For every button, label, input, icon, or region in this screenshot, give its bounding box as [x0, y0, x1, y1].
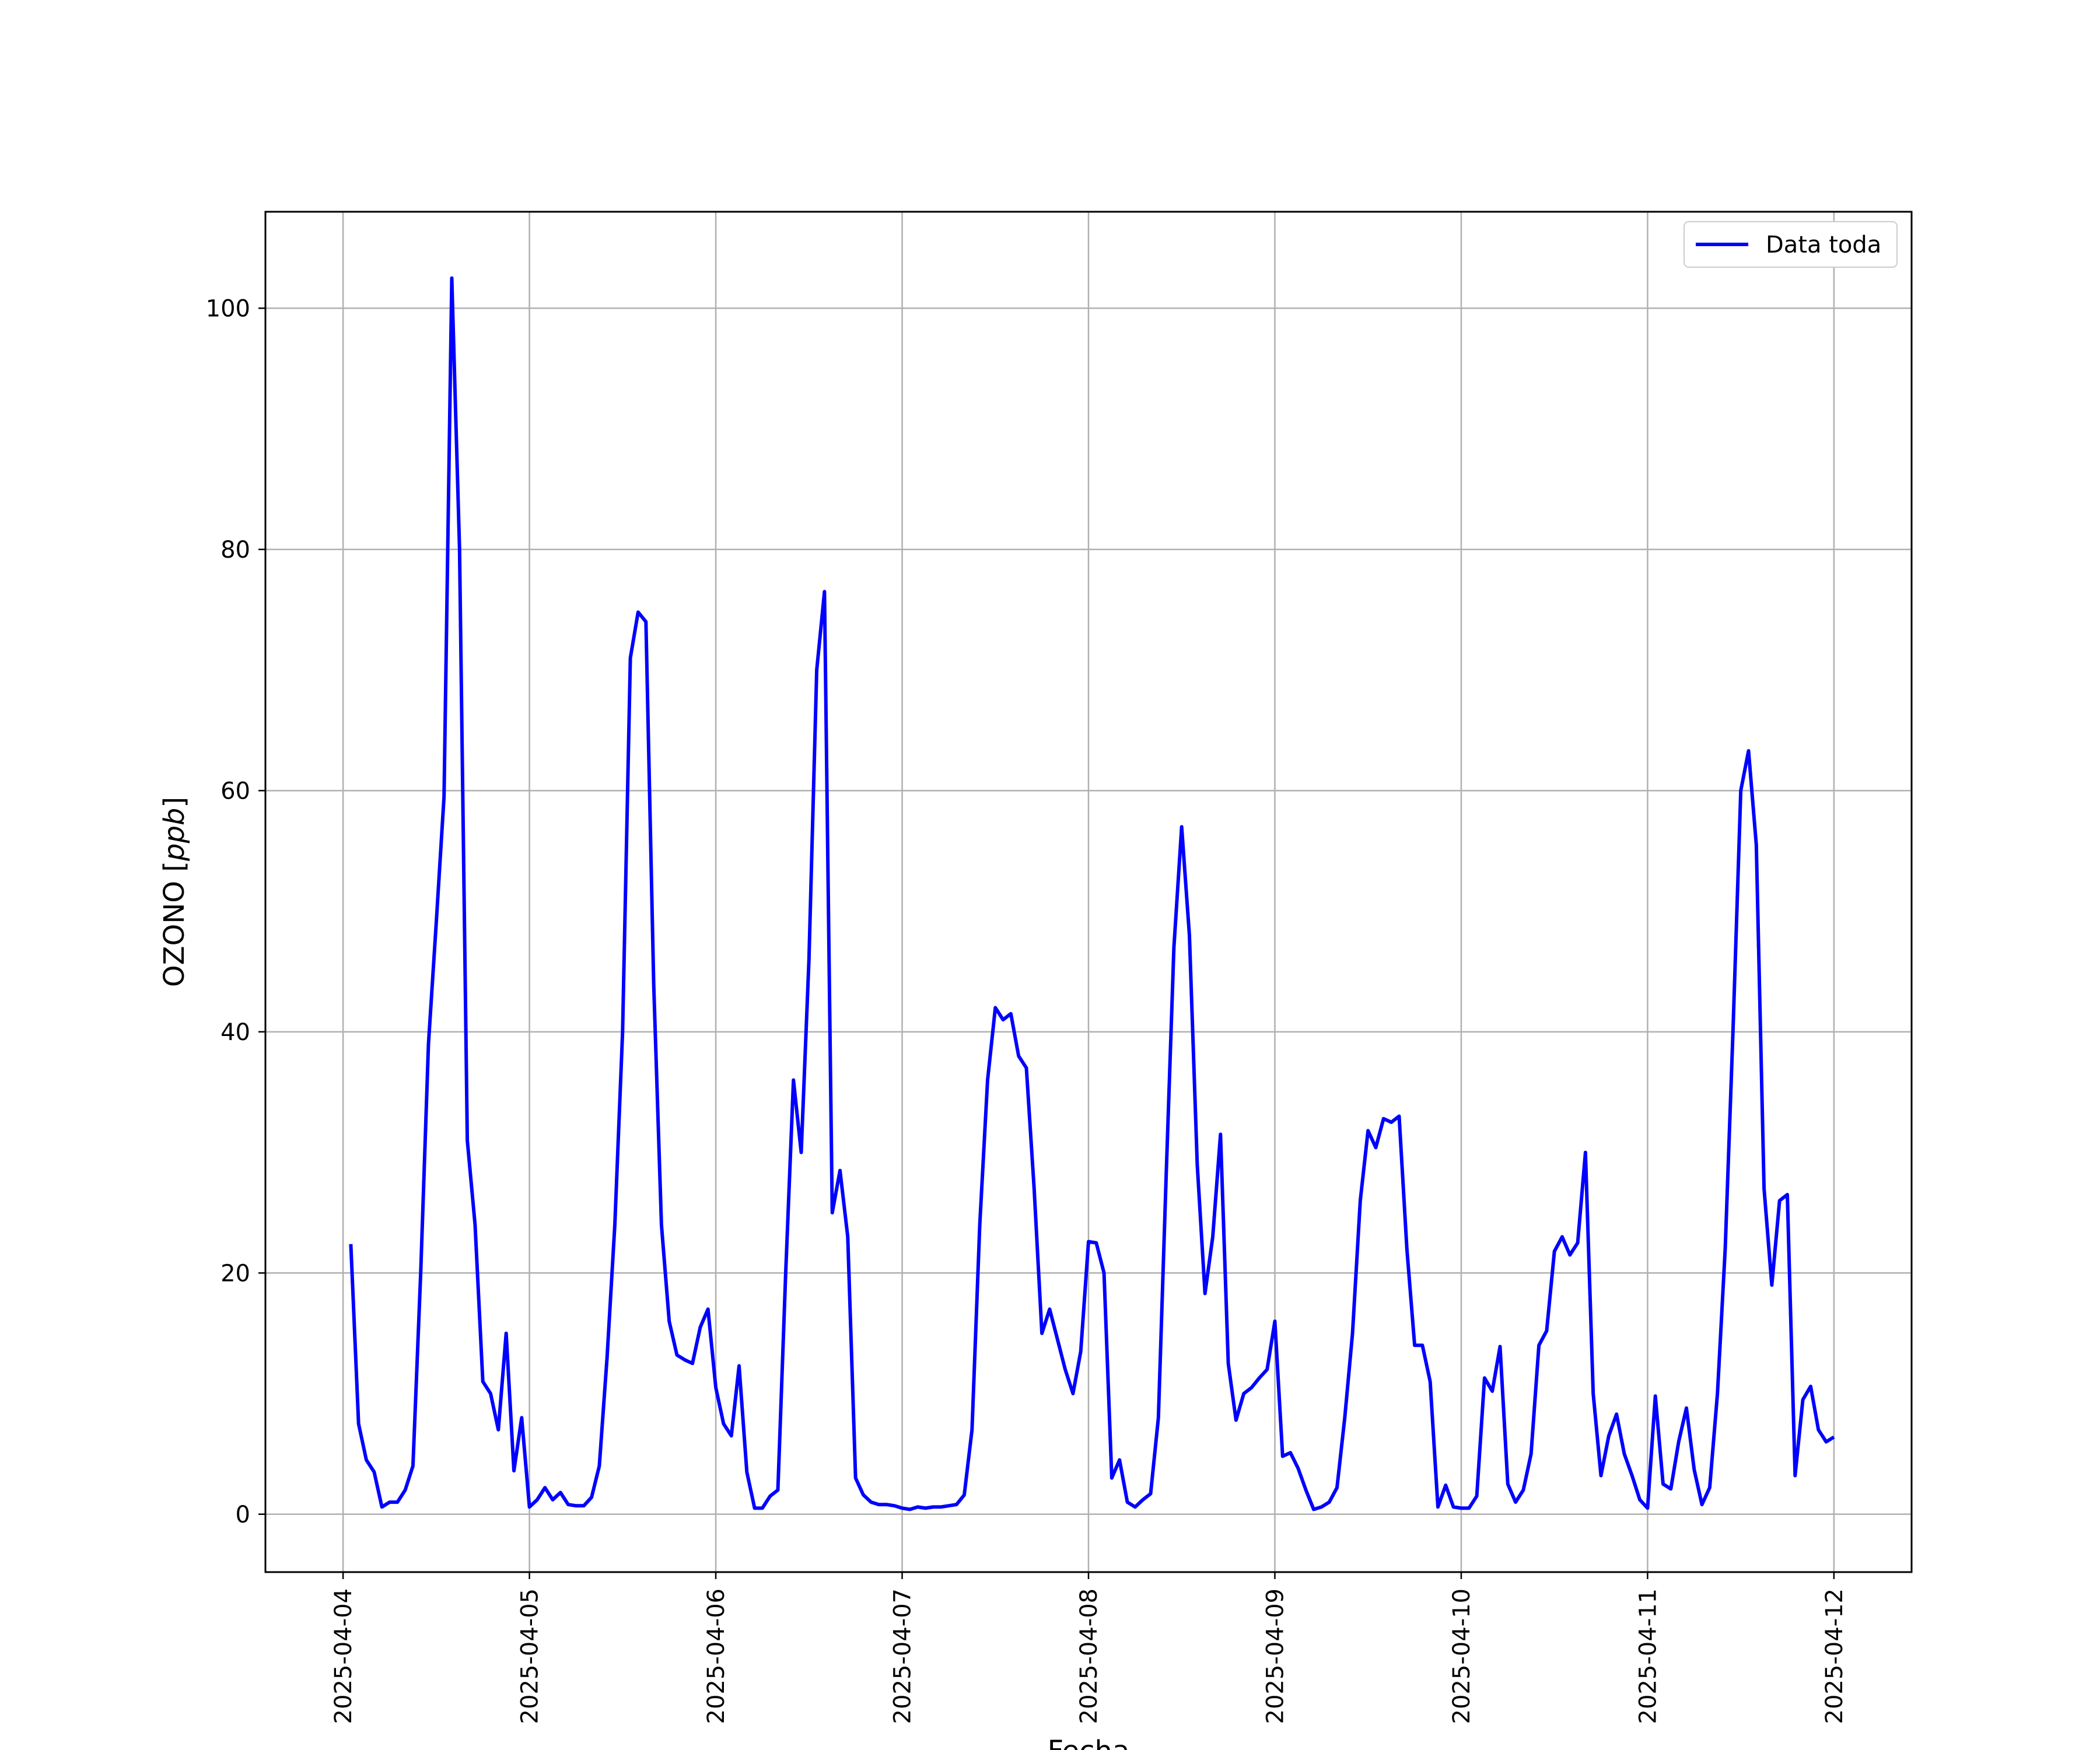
y-axis-label-suffix: ] — [158, 797, 191, 808]
x-tick-label: 2025-04-11 — [1634, 1588, 1661, 1724]
legend-box — [1684, 221, 1898, 268]
legend-label-data-toda: Data toda — [1766, 232, 1881, 258]
x-axis: 2025-04-04 2025-04-05 2025-04-06 2025-04-07… — [330, 1572, 1848, 1724]
x-tick-label: 2025-04-06 — [703, 1588, 730, 1724]
x-tick-label: 2025-04-05 — [517, 1588, 544, 1724]
series-layer — [349, 276, 1835, 1511]
y-tick-label: 60 — [220, 778, 250, 804]
x-tick-label: 2025-04-08 — [1076, 1588, 1102, 1724]
x-tick-label: 2025-04-12 — [1821, 1588, 1848, 1724]
x-tick-label: 2025-04-07 — [890, 1588, 916, 1724]
grid — [265, 212, 1912, 1572]
series-line-0 — [349, 276, 1835, 1511]
x-axis-label: Fecha — [1048, 1735, 1130, 1750]
y-axis-label: OZONO [ppb] — [158, 797, 191, 987]
legend: Data toda — [1684, 221, 1898, 268]
y-tick-label: 20 — [220, 1260, 250, 1287]
y-axis-label-unit: ppb — [158, 808, 191, 862]
y-axis-label-prefix: OZONO [ — [158, 861, 191, 987]
y-tick-label: 40 — [220, 1019, 250, 1046]
x-tick-label: 2025-04-09 — [1262, 1588, 1289, 1724]
y-axis: 0 20 40 60 80 100 — [206, 295, 265, 1528]
y-tick-label: 100 — [206, 295, 250, 322]
y-tick-label: 80 — [220, 537, 250, 564]
y-tick-label: 0 — [236, 1502, 250, 1528]
x-tick-label: 2025-04-04 — [330, 1588, 357, 1724]
x-tick-label: 2025-04-10 — [1448, 1588, 1475, 1724]
